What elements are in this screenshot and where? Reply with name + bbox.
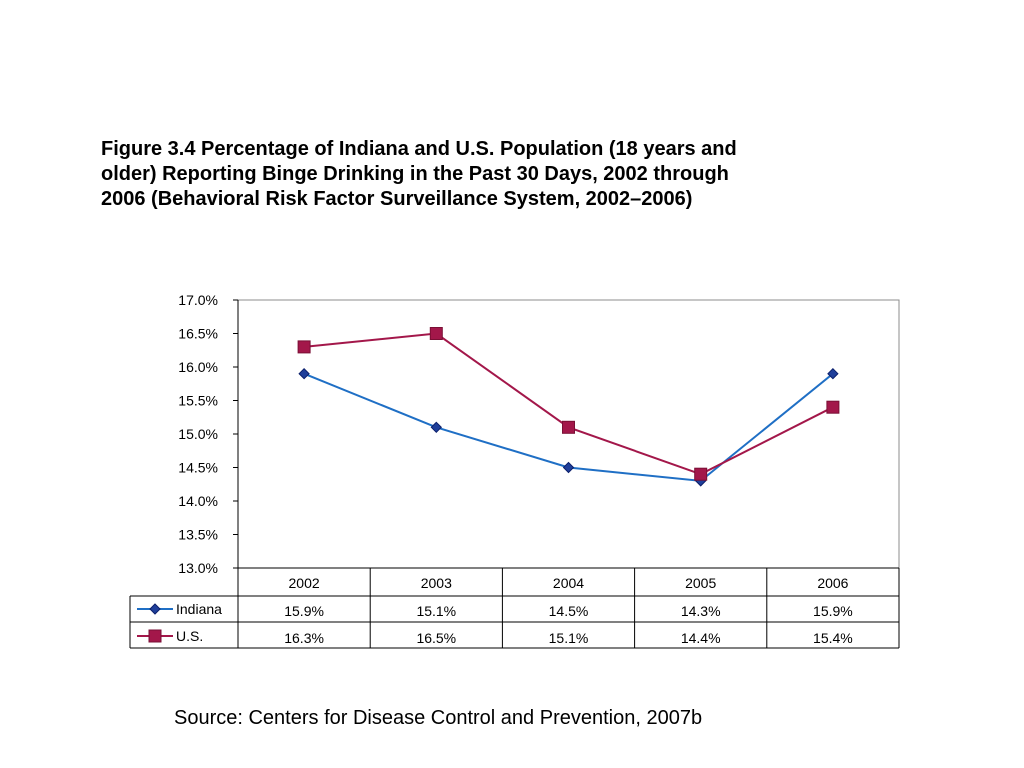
legend-label: Indiana bbox=[176, 601, 222, 617]
data-point bbox=[430, 421, 443, 434]
x-tick-label: 2005 bbox=[685, 575, 716, 591]
y-tick-label: 17.0% bbox=[178, 292, 218, 308]
y-tick-label: 14.0% bbox=[178, 493, 218, 509]
table-value: 15.1% bbox=[549, 630, 589, 646]
x-tick-label: 2006 bbox=[817, 575, 848, 591]
y-tick-label: 13.5% bbox=[178, 527, 218, 543]
table-value: 15.9% bbox=[284, 603, 324, 619]
data-point bbox=[562, 461, 575, 474]
table-value: 14.4% bbox=[681, 630, 721, 646]
data-point bbox=[297, 340, 311, 354]
data-point bbox=[562, 420, 575, 434]
y-tick-label: 16.0% bbox=[178, 359, 218, 375]
data-point bbox=[827, 367, 839, 380]
plot-area bbox=[237, 299, 900, 569]
table-value: 15.4% bbox=[813, 630, 853, 646]
chart-title-line: older) Reporting Binge Drinking in the P… bbox=[101, 163, 729, 185]
data-point bbox=[826, 400, 840, 414]
x-tick-label: 2004 bbox=[553, 575, 584, 591]
x-tick-label: 2003 bbox=[421, 575, 452, 591]
data-point bbox=[694, 467, 708, 481]
table-value: 15.1% bbox=[416, 603, 456, 619]
chart-title-line: Figure 3.4 Percentage of Indiana and U.S… bbox=[101, 138, 737, 160]
y-tick-label: 15.0% bbox=[178, 426, 218, 442]
legend-key-marker bbox=[149, 603, 161, 615]
y-tick-label: 13.0% bbox=[178, 560, 218, 576]
table-value: 14.5% bbox=[549, 603, 589, 619]
source-note: Source: Centers for Disease Control and … bbox=[174, 707, 703, 729]
y-tick-label: 14.5% bbox=[178, 460, 218, 476]
legend-key-marker bbox=[148, 629, 162, 643]
data-point bbox=[429, 327, 443, 340]
chart-title: Figure 3.4 Percentage of Indiana and U.S… bbox=[101, 137, 861, 212]
y-tick-label: 15.5% bbox=[178, 393, 218, 409]
table-value: 14.3% bbox=[681, 603, 721, 619]
table-value: 15.9% bbox=[813, 603, 853, 619]
y-tick-label: 16.5% bbox=[178, 326, 218, 342]
legend-label: U.S. bbox=[176, 628, 203, 644]
data-point bbox=[298, 367, 310, 380]
table-value: 16.5% bbox=[416, 630, 456, 646]
x-tick-label: 2002 bbox=[289, 575, 320, 591]
table-value: 16.3% bbox=[284, 630, 324, 646]
chart-title-line: 2006 (Behavioral Risk Factor Surveillanc… bbox=[101, 188, 693, 210]
